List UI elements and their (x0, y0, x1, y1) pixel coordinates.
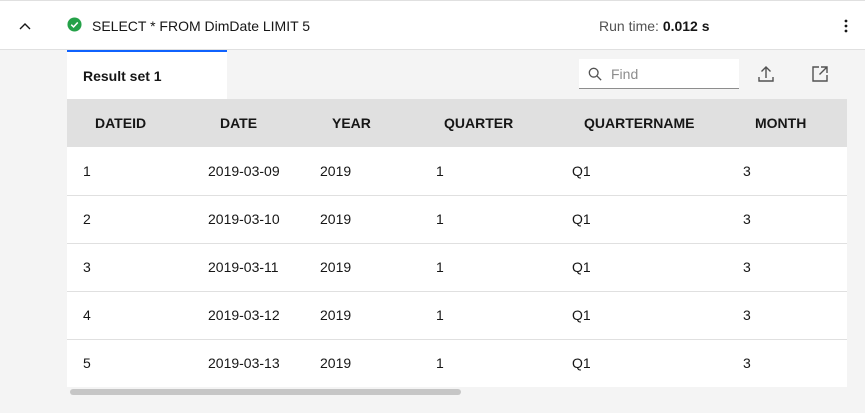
table-cell: 2019 (320, 355, 352, 371)
export-button[interactable] (753, 61, 779, 87)
table-cell: 1 (436, 162, 444, 179)
column-header-quarter[interactable]: QUARTER (444, 115, 514, 131)
table-cell: 1 (436, 307, 444, 323)
table-cell: 4 (83, 307, 91, 323)
table-cell: 2 (83, 211, 91, 227)
search-input[interactable] (611, 59, 735, 88)
run-time: Run time: 0.012 s (599, 18, 710, 34)
column-header-date[interactable]: DATE (220, 115, 258, 131)
table-cell: 3 (83, 259, 91, 275)
table-row: 4 2019-03-12 2019 1 Q1 3 (67, 291, 847, 339)
table-cell: 2019-03-13 (208, 355, 280, 371)
table-cell: 3 (743, 259, 751, 275)
run-time-value: 0.012 s (662, 18, 710, 34)
result-table-container: DATEID DATE YEAR QUARTER QUARTERNAME MON… (67, 99, 847, 387)
search-box (579, 59, 739, 89)
overflow-menu-vertical-icon (844, 19, 848, 33)
column-header-year[interactable]: YEAR (332, 115, 371, 131)
column-header-month[interactable]: MONTH (755, 115, 807, 131)
table-row: 1 2019-03-09 2019 1 Q1 3 (67, 147, 847, 195)
table-cell: 1 (436, 355, 444, 371)
horizontal-scrollbar[interactable] (67, 387, 847, 397)
result-table: DATEID DATE YEAR QUARTER QUARTERNAME MON… (67, 99, 847, 387)
query-result-header: SELECT * FROM DimDate LIMIT 5 Run time: … (0, 0, 865, 50)
table-cell: Q1 (572, 355, 591, 371)
table-cell: 2019 (320, 211, 352, 227)
chevron-up-icon (19, 22, 31, 29)
table-cell: 1 (436, 211, 444, 227)
table-row: 5 2019-03-13 2019 1 Q1 3 (67, 339, 847, 387)
table-row: 3 2019-03-11 2019 1 Q1 3 (67, 243, 847, 291)
run-time-label: Run time: (599, 18, 659, 34)
column-header-quartername[interactable]: QUARTERNAME (584, 115, 695, 131)
launch-icon (812, 66, 828, 82)
table-cell: Q1 (572, 162, 591, 179)
scrollbar-thumb[interactable] (70, 389, 461, 395)
table-cell: 1 (436, 259, 444, 275)
query-text: SELECT * FROM DimDate LIMIT 5 (92, 18, 311, 34)
table-cell: Q1 (572, 307, 591, 323)
table-cell: Q1 (572, 259, 591, 275)
table-row: 2 2019-03-10 2019 1 Q1 3 (67, 195, 847, 243)
collapse-button[interactable] (0, 1, 50, 50)
table-cell: 2019-03-10 (208, 211, 280, 227)
table-cell: 2019 (320, 307, 352, 323)
table-cell: 3 (743, 355, 751, 371)
table-cell: 2019-03-11 (208, 259, 279, 275)
tab-result-set-1[interactable]: Result set 1 (67, 50, 227, 99)
table-cell: Q1 (572, 211, 591, 227)
table-cell: 2019 (320, 162, 352, 179)
table-cell: 1 (83, 162, 91, 179)
table-cell: 2019-03-12 (208, 307, 280, 323)
open-in-new-window-button[interactable] (807, 61, 833, 87)
column-header-dateid[interactable]: DATEID (95, 115, 147, 131)
table-cell: 2019 (320, 259, 352, 275)
table-cell: 3 (743, 162, 751, 179)
table-cell: 3 (743, 307, 751, 323)
table-cell: 3 (743, 211, 751, 227)
overflow-menu-button[interactable] (834, 13, 858, 39)
table-cell: 2019-03-09 (208, 162, 280, 179)
success-check-icon (67, 17, 82, 32)
table-header-row: DATEID DATE YEAR QUARTER QUARTERNAME MON… (67, 99, 847, 147)
upload-icon (758, 66, 774, 82)
table-cell: 5 (83, 355, 91, 371)
search-icon (588, 67, 602, 81)
